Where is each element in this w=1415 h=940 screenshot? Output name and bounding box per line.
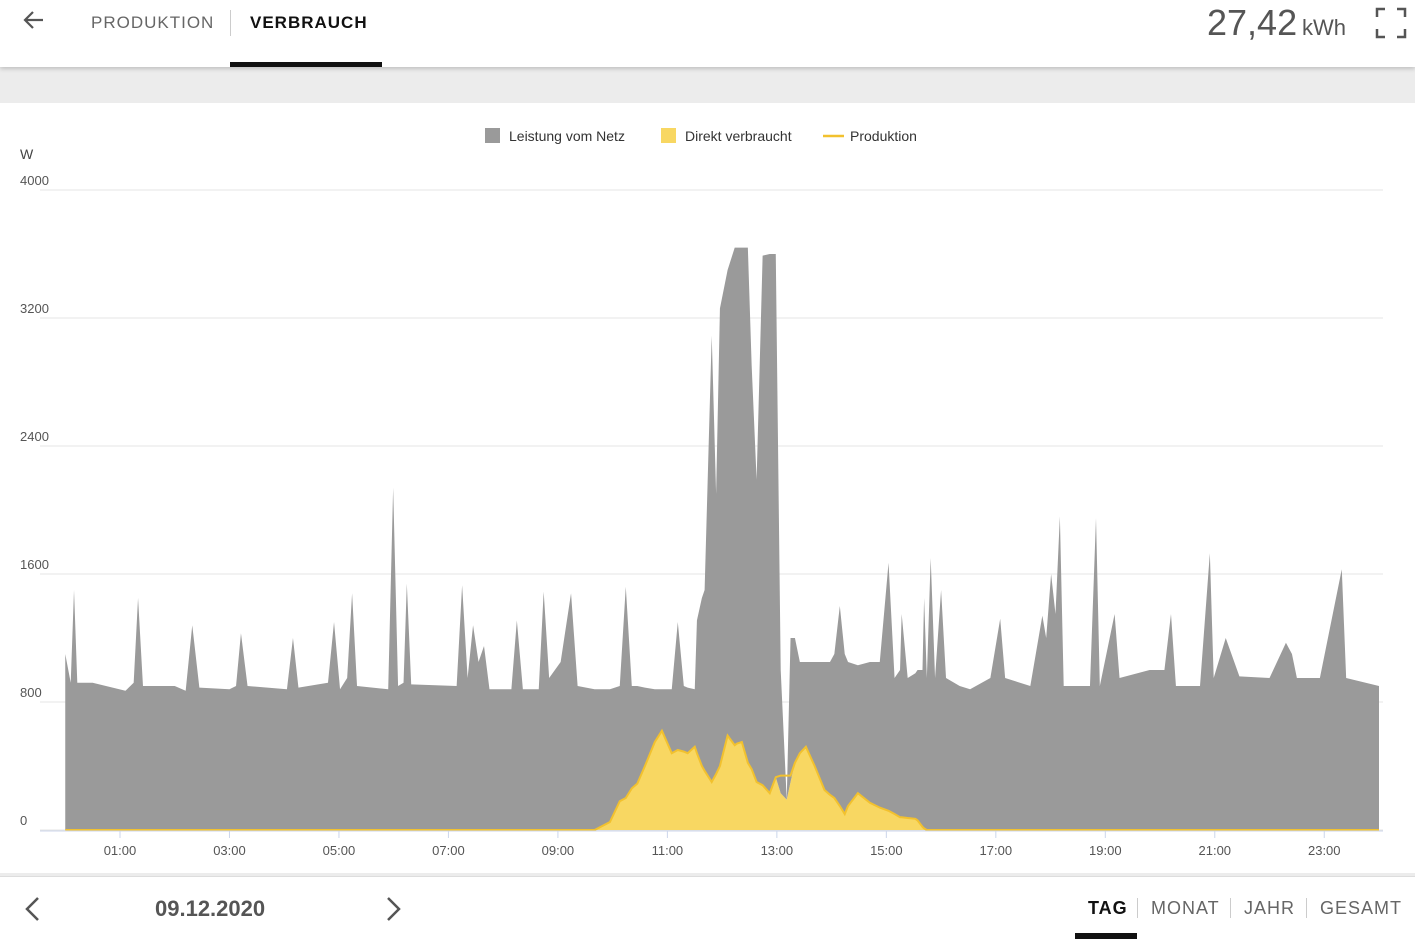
x-tick-label: 13:00 — [761, 843, 794, 858]
x-tick-label: 15:00 — [870, 843, 903, 858]
x-tick-label: 11:00 — [652, 843, 684, 858]
date: 09.12.2020 — [155, 896, 266, 921]
top-bar: PRODUKTION VERBRAUCH 27,42 kWh — [0, 0, 1415, 67]
legend-label[interactable]: Leistung vom Netz — [509, 128, 625, 144]
x-tick-label: 09:00 — [542, 843, 575, 858]
y-tick-label: 3200 — [20, 301, 49, 316]
y-tick-label: 1600 — [20, 557, 49, 572]
period-tab[interactable]: JAHR — [1244, 898, 1296, 918]
tab-active[interactable]: VERBRAUCH — [250, 13, 368, 32]
x-tick-label: 05:00 — [323, 843, 356, 858]
legend-label[interactable]: Produktion — [850, 128, 917, 144]
next-button[interactable] — [382, 896, 404, 922]
period-tab[interactable]: GESAMT — [1320, 898, 1403, 918]
period-tab[interactable]: TAG — [1088, 898, 1128, 918]
x-tick-label: 17:00 — [980, 843, 1013, 858]
bottom-bar: 09.12.2020 — [0, 876, 1415, 940]
prev-button[interactable] — [22, 896, 44, 922]
total-unit: kWh — [1302, 15, 1346, 40]
x-tick-label: 01:00 — [104, 843, 137, 858]
tab-underline — [230, 62, 382, 67]
x-tick-label: 21:00 — [1199, 843, 1232, 858]
tab-divider — [230, 10, 231, 36]
y-tick-label: 800 — [20, 685, 42, 700]
line-series — [65, 728, 1379, 831]
x-tick-label: 03:00 — [213, 843, 246, 858]
x-tick-label: 19:00 — [1089, 843, 1122, 858]
legend-swatch[interactable] — [485, 128, 500, 143]
y-tick-label: 0 — [20, 813, 27, 828]
y-tick-label: 2400 — [20, 429, 49, 444]
total-value: 27,42 — [1207, 2, 1298, 43]
period-tab[interactable]: MONAT — [1151, 898, 1220, 918]
y-axis-label: W — [20, 146, 34, 162]
period-divider — [1137, 898, 1138, 918]
period-underline — [1075, 933, 1137, 939]
tab[interactable]: PRODUKTION — [91, 13, 215, 32]
back-button[interactable] — [22, 8, 46, 32]
legend-swatch[interactable] — [661, 128, 676, 143]
y-tick-label: 4000 — [20, 173, 49, 188]
area-series — [65, 247, 1379, 831]
legend-label[interactable]: Direkt verbraucht — [685, 128, 792, 144]
area-series — [65, 730, 1379, 830]
period-divider — [1230, 898, 1231, 918]
x-tick-label: 23:00 — [1308, 843, 1341, 858]
x-tick-label: 07:00 — [432, 843, 465, 858]
fullscreen-button[interactable] — [1375, 7, 1407, 39]
period-divider — [1306, 898, 1307, 918]
